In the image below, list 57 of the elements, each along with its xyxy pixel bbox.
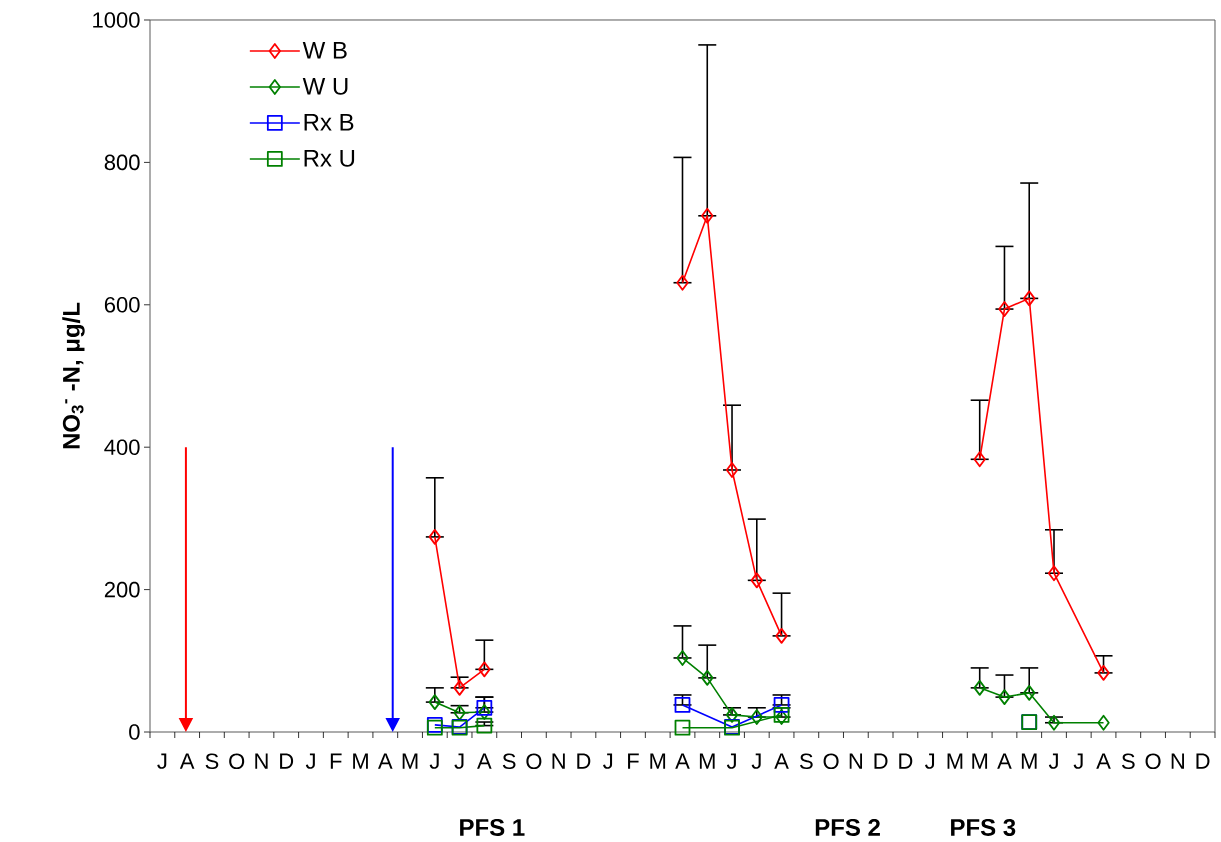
- y-axis-title: NO$_{3}$$^{-}$ -N, μg/L: [62, 302, 85, 449]
- x-tick-label: M: [1021, 753, 1037, 769]
- x-tick-label: S: [205, 753, 219, 770]
- y-tick-label: 1000: [93, 12, 140, 28]
- legend-label: Rx B: [304, 113, 354, 131]
- x-tick-label: J: [1073, 753, 1083, 769]
- x-tick-label: J: [454, 753, 464, 769]
- y-tick-label: 400: [104, 439, 140, 455]
- x-tick-label: N: [255, 753, 268, 769]
- x-tick-label: O: [526, 753, 542, 770]
- x-tick-label: D: [280, 753, 294, 769]
- x-tick-label: D: [1196, 753, 1210, 769]
- x-tick-label: M: [947, 753, 963, 769]
- x-tick-label: N: [1171, 753, 1184, 769]
- x-tick-label: M: [650, 753, 666, 769]
- y-tick-label: 800: [104, 154, 140, 171]
- x-tick-label: S: [1121, 753, 1135, 770]
- x-tick-label: J: [305, 753, 315, 769]
- x-tick-label: O: [229, 753, 245, 770]
- legend-label: W B: [302, 41, 347, 59]
- x-tick-label: A: [477, 753, 492, 769]
- x-tick-label: M: [353, 753, 368, 769]
- text: PFS 3: [951, 818, 1016, 836]
- x-tick-label: F: [628, 753, 639, 769]
- x-tick-label: D: [899, 753, 913, 769]
- text: PFS 1: [460, 818, 525, 836]
- x-tick-label: A: [997, 753, 1012, 769]
- y-tick-label: 600: [104, 297, 140, 313]
- x-tick-label: J: [429, 753, 439, 769]
- x-tick-label: J: [925, 753, 935, 769]
- text: PFS 2: [815, 818, 880, 836]
- x-tick-label: S: [502, 753, 516, 770]
- legend-label: Rx U: [304, 149, 355, 167]
- x-tick-label: D: [874, 753, 888, 769]
- x-tick-label: A: [1096, 753, 1111, 769]
- x-tick-label: J: [603, 753, 613, 769]
- x-tick-label: J: [726, 753, 736, 769]
- x-tick-label: M: [699, 753, 715, 769]
- x-tick-label: O: [1145, 753, 1161, 770]
- y-tick-label: 0: [129, 724, 140, 740]
- x-tick-label: J: [1048, 753, 1058, 769]
- x-tick-label: D: [577, 753, 591, 769]
- legend-label: W U: [302, 77, 348, 95]
- x-tick-label: M: [972, 753, 988, 769]
- x-tick-label: A: [675, 753, 690, 769]
- x-tick-label: N: [552, 753, 565, 769]
- x-tick-label: J: [751, 753, 761, 769]
- x-tick-label: A: [179, 753, 195, 769]
- x-tick-label: A: [774, 753, 789, 769]
- x-tick-label: J: [157, 753, 167, 769]
- x-tick-label: M: [402, 753, 418, 769]
- x-tick-label: O: [823, 753, 839, 770]
- y-tick-label: 200: [104, 581, 140, 598]
- x-tick-label: N: [849, 753, 863, 769]
- x-tick-label: F: [330, 753, 342, 769]
- x-tick-label: S: [799, 753, 813, 770]
- x-tick-label: A: [378, 753, 393, 769]
